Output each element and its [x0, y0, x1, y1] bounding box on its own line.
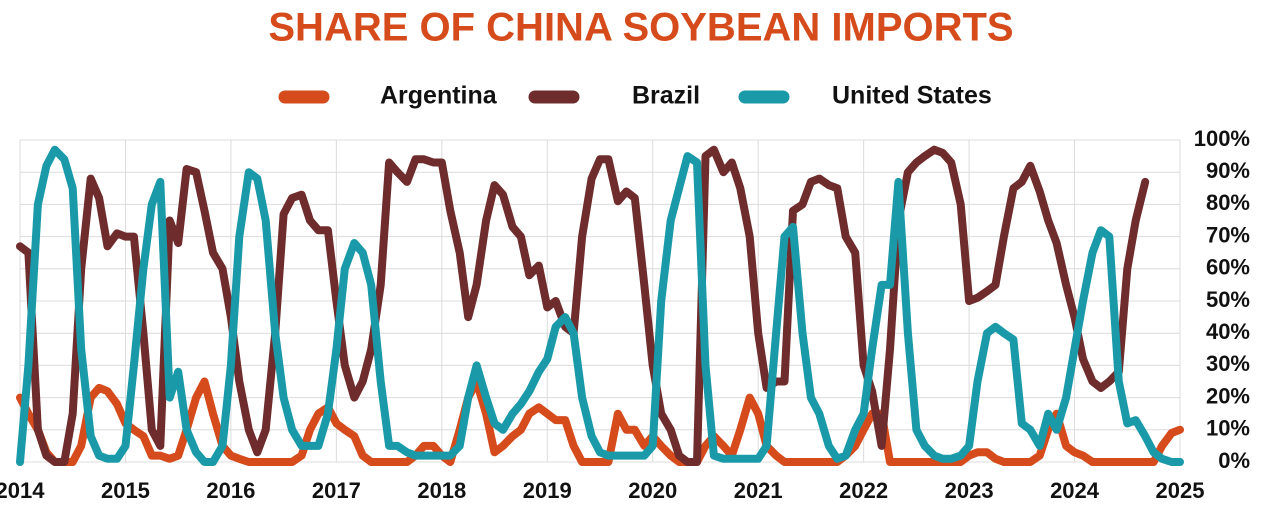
y-tick-label: 60%: [1206, 255, 1250, 280]
x-tick-label: 2022: [839, 478, 888, 503]
y-tick-label: 50%: [1206, 287, 1250, 312]
y-tick-label: 70%: [1206, 222, 1250, 247]
y-tick-label: 40%: [1206, 319, 1250, 344]
y-tick-label: 20%: [1206, 383, 1250, 408]
x-tick-label: 2017: [312, 478, 361, 503]
y-tick-label: 30%: [1206, 351, 1250, 376]
x-tick-label: 2020: [628, 478, 677, 503]
chart-title: SHARE OF CHINA SOYBEAN IMPORTS: [268, 6, 1013, 50]
y-tick-label: 100%: [1194, 126, 1250, 151]
legend-label: United States: [832, 82, 992, 110]
x-tick-label: 2014: [0, 478, 45, 503]
series-line: [16, 145, 1150, 466]
y-tick-label: 90%: [1206, 158, 1250, 183]
x-tick-label: 2018: [417, 478, 466, 503]
y-tick-label: 10%: [1206, 416, 1250, 441]
legend-label: Argentina: [380, 82, 498, 110]
x-tick-label: 2015: [101, 478, 150, 503]
x-tick-label: 2021: [734, 478, 783, 503]
x-tick-label: 2024: [1050, 478, 1100, 503]
legend-label: Brazil: [632, 82, 700, 110]
series-line: [16, 145, 1184, 466]
y-tick-label: 0%: [1218, 448, 1250, 473]
series-line: [16, 377, 1184, 466]
x-tick-label: 2023: [945, 478, 994, 503]
x-tick-label: 2019: [523, 478, 572, 503]
y-tick-label: 80%: [1206, 190, 1250, 215]
x-tick-label: 2016: [206, 478, 255, 503]
x-tick-label: 2025: [1156, 478, 1205, 503]
